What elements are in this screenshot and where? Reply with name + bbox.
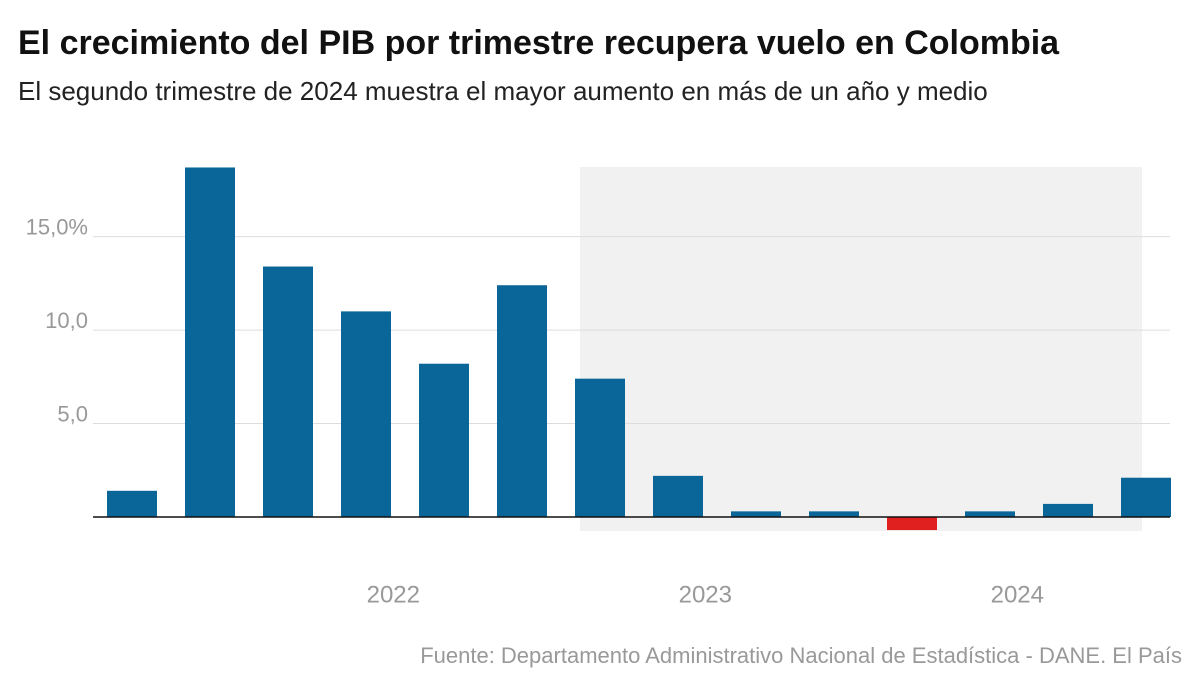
x-tick-label: 2023 xyxy=(679,581,732,608)
bar xyxy=(575,378,625,517)
bar xyxy=(1121,477,1171,517)
highlight-region xyxy=(580,167,1142,531)
source: Fuente: Departamento Administrativo Naci… xyxy=(420,643,1182,668)
x-tick-label: 2022 xyxy=(367,581,420,608)
bar xyxy=(731,511,781,517)
bar xyxy=(965,511,1015,517)
bar xyxy=(653,475,703,517)
bar xyxy=(263,266,313,517)
bar xyxy=(1043,503,1093,517)
bar xyxy=(419,363,469,517)
bar xyxy=(497,285,547,517)
bar xyxy=(107,490,157,517)
bar xyxy=(185,167,235,517)
y-tick-label: 5,0 xyxy=(57,401,88,426)
chart-subtitle: El segundo trimestre de 2024 muestra el … xyxy=(18,76,988,106)
y-tick-label: 15,0% xyxy=(26,214,88,239)
bar xyxy=(809,511,859,517)
y-tick-label: 10,0 xyxy=(45,308,88,333)
bar xyxy=(341,311,391,517)
chart-title: El crecimiento del PIB por trimestre rec… xyxy=(18,24,1060,62)
bar xyxy=(887,516,937,531)
x-tick-label: 2024 xyxy=(991,581,1044,608)
